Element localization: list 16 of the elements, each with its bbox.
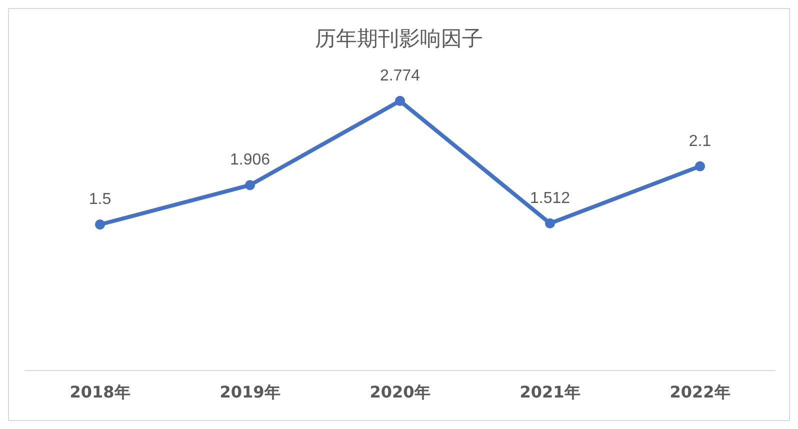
point	[395, 96, 405, 106]
point	[245, 180, 255, 190]
x-tick-label: 2021年	[520, 382, 580, 402]
point	[95, 220, 105, 230]
chart-title: 历年期刊影响因子	[315, 26, 483, 50]
data-label: 1.5	[88, 191, 112, 208]
x-tick-label: 2020年	[370, 382, 430, 402]
x-tick-label: 2022年	[670, 382, 730, 402]
point	[545, 218, 555, 228]
x-tick-label: 2019年	[220, 382, 280, 402]
data-label: 2.774	[380, 67, 420, 84]
point	[695, 161, 705, 172]
x-tick-label: 2018年	[70, 382, 130, 402]
data-label: 1.512	[530, 190, 570, 207]
data-label: 1.906	[230, 152, 270, 169]
data-label: 2.1	[688, 132, 712, 150]
